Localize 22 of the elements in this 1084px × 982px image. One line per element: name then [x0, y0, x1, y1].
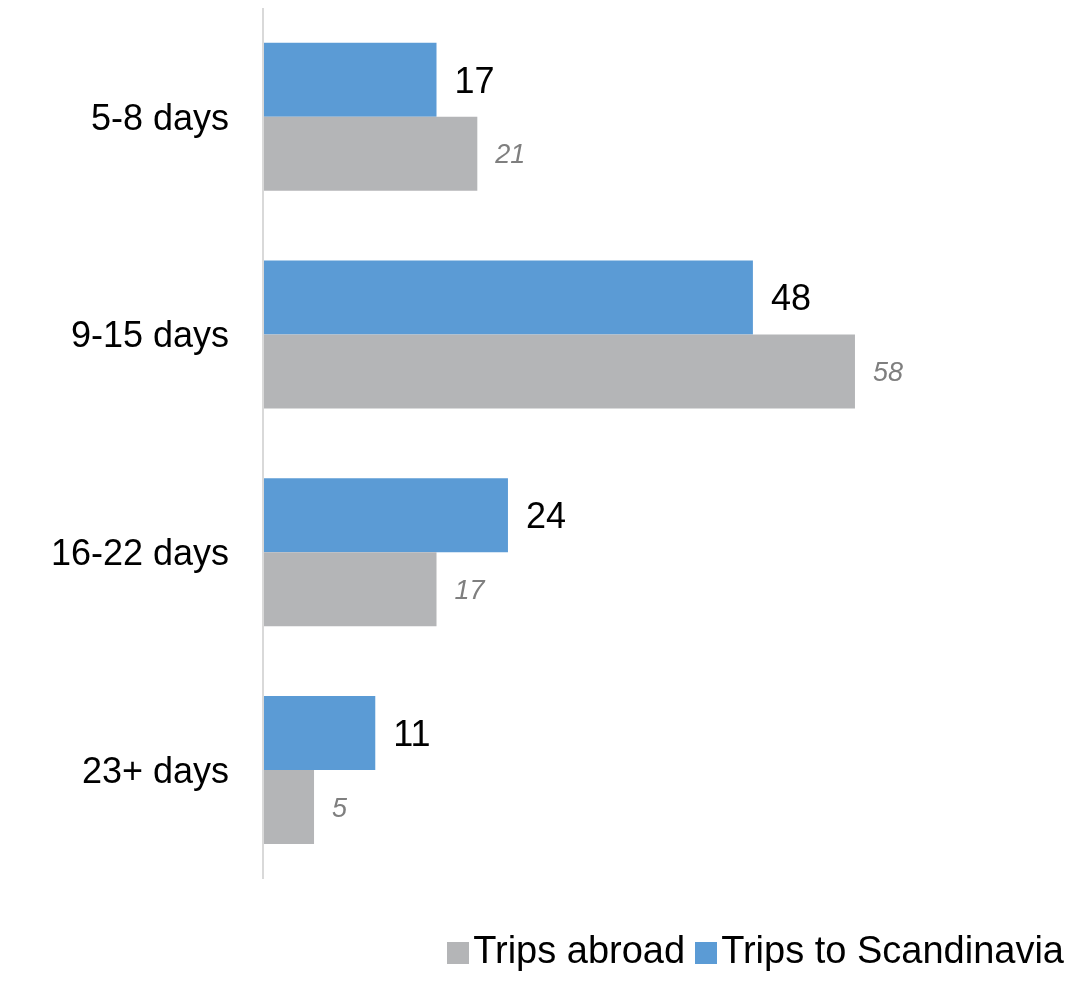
bar — [263, 42, 437, 117]
data-label: 58 — [872, 357, 904, 388]
data-label: 17 — [454, 574, 486, 605]
data-label: 11 — [393, 712, 431, 754]
y-tick-label: 16-22 days — [50, 532, 229, 574]
bar — [263, 552, 437, 627]
legend-label: Trips to Scandinavia — [721, 929, 1064, 971]
y-tick-label: 9-15 days — [70, 314, 229, 356]
bar — [263, 116, 478, 191]
data-label: 48 — [770, 277, 811, 319]
bar — [263, 260, 753, 335]
y-tick-label: 5-8 days — [90, 96, 229, 138]
data-label: 17 — [454, 59, 495, 101]
data-label: 21 — [494, 139, 526, 170]
bar — [263, 696, 376, 771]
legend-label: Trips abroad — [473, 929, 686, 971]
data-label: 5 — [332, 792, 349, 823]
bar — [263, 770, 315, 845]
y-tick-label: 23+ days — [81, 749, 229, 791]
bar — [263, 334, 855, 409]
bar — [263, 478, 508, 553]
data-label: 24 — [525, 495, 566, 537]
